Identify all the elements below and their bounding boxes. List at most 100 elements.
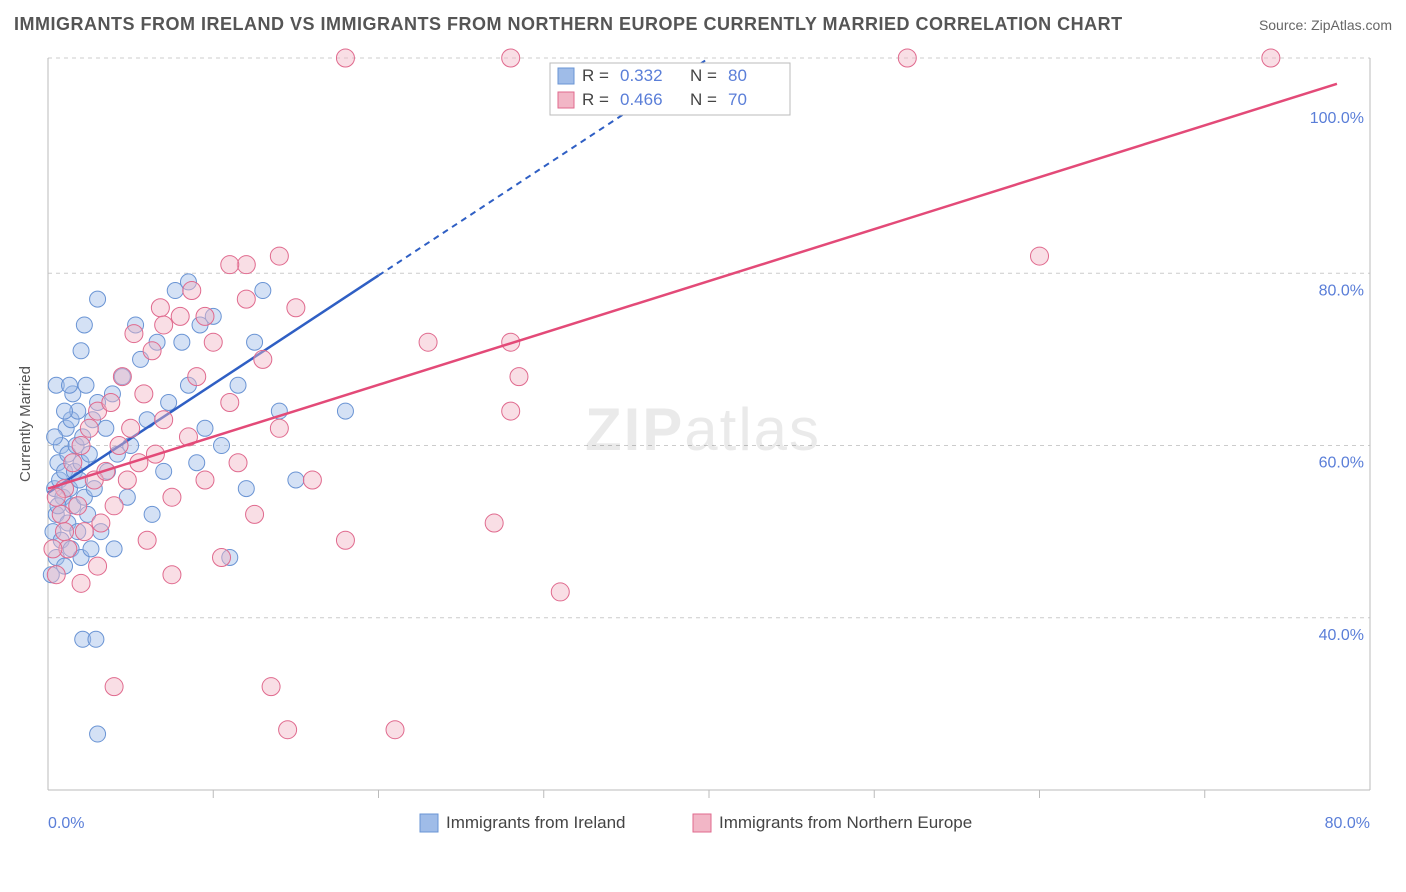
stats-n-label: N = xyxy=(690,90,717,109)
y-tick-label: 60.0% xyxy=(1319,455,1364,472)
data-point xyxy=(303,471,321,489)
data-point xyxy=(47,566,65,584)
data-point xyxy=(151,299,169,317)
data-point xyxy=(56,523,74,541)
data-point xyxy=(255,283,271,299)
data-point xyxy=(183,282,201,300)
x-tick-label: 80.0% xyxy=(1325,815,1370,832)
data-point xyxy=(246,505,264,523)
data-point xyxy=(485,514,503,532)
stats-r-label: R = xyxy=(582,90,609,109)
data-point xyxy=(90,291,106,307)
data-point xyxy=(163,488,181,506)
data-point xyxy=(237,256,255,274)
data-point xyxy=(171,307,189,325)
legend-label: Immigrants from Northern Europe xyxy=(719,813,972,832)
chart-title: IMMIGRANTS FROM IRELAND VS IMMIGRANTS FR… xyxy=(14,14,1123,34)
data-point xyxy=(75,523,93,541)
data-point xyxy=(105,678,123,696)
y-tick-label: 80.0% xyxy=(1319,282,1364,299)
y-axis-label: Currently Married xyxy=(17,366,34,482)
legend-swatch xyxy=(420,814,438,832)
data-point xyxy=(88,631,104,647)
data-point xyxy=(73,343,89,359)
data-point xyxy=(337,403,353,419)
stats-swatch xyxy=(558,92,574,108)
data-point xyxy=(336,531,354,549)
y-tick-label: 100.0% xyxy=(1310,110,1364,127)
data-point xyxy=(155,316,173,334)
stats-n-value: 80 xyxy=(728,66,747,85)
data-point xyxy=(270,419,288,437)
data-point xyxy=(230,377,246,393)
data-point xyxy=(419,333,437,351)
stats-n-label: N = xyxy=(690,66,717,85)
legend: Immigrants from IrelandImmigrants from N… xyxy=(420,813,972,832)
data-point xyxy=(135,385,153,403)
data-point xyxy=(83,541,99,557)
data-point xyxy=(44,540,62,558)
data-point xyxy=(72,574,90,592)
data-point xyxy=(502,49,520,67)
data-point xyxy=(64,454,82,472)
data-point xyxy=(89,557,107,575)
stats-r-label: R = xyxy=(582,66,609,85)
data-point xyxy=(92,514,110,532)
data-point xyxy=(80,419,98,437)
data-point xyxy=(143,342,161,360)
data-point xyxy=(254,350,272,368)
data-point xyxy=(336,49,354,67)
data-point xyxy=(163,566,181,584)
correlation-chart: IMMIGRANTS FROM IRELAND VS IMMIGRANTS FR… xyxy=(0,0,1406,892)
data-point xyxy=(204,333,222,351)
data-point xyxy=(122,419,140,437)
data-point xyxy=(61,377,77,393)
data-point xyxy=(110,437,128,455)
stats-r-value: 0.466 xyxy=(620,90,663,109)
data-point xyxy=(237,290,255,308)
data-point xyxy=(262,678,280,696)
data-point xyxy=(90,726,106,742)
data-point xyxy=(98,420,114,436)
data-point xyxy=(105,497,123,515)
data-point xyxy=(156,463,172,479)
data-point xyxy=(138,531,156,549)
data-point xyxy=(287,299,305,317)
data-point xyxy=(502,402,520,420)
legend-swatch xyxy=(693,814,711,832)
data-point xyxy=(270,247,288,265)
data-point xyxy=(69,497,87,515)
data-point xyxy=(174,334,190,350)
data-point xyxy=(247,334,263,350)
data-point xyxy=(106,541,122,557)
data-point xyxy=(78,377,94,393)
data-point xyxy=(125,325,143,343)
data-point xyxy=(197,420,213,436)
data-point xyxy=(510,368,528,386)
data-point xyxy=(52,505,70,523)
data-point xyxy=(76,317,92,333)
stats-n-value: 70 xyxy=(728,90,747,109)
data-point xyxy=(196,471,214,489)
data-point xyxy=(221,393,239,411)
data-point xyxy=(898,49,916,67)
data-point xyxy=(188,368,206,386)
data-point xyxy=(155,411,173,429)
data-point xyxy=(47,429,63,445)
data-point xyxy=(47,488,65,506)
data-point xyxy=(161,394,177,410)
data-point xyxy=(213,548,231,566)
data-point xyxy=(1262,49,1280,67)
data-point xyxy=(229,454,247,472)
source-label: Source: ZipAtlas.com xyxy=(1259,17,1392,33)
data-point xyxy=(144,506,160,522)
data-point xyxy=(118,471,136,489)
data-point xyxy=(279,721,297,739)
watermark: ZIPatlas xyxy=(585,396,821,463)
data-point xyxy=(72,437,90,455)
x-tick-label: 0.0% xyxy=(48,815,84,832)
data-point xyxy=(221,256,239,274)
data-point xyxy=(238,481,254,497)
data-point xyxy=(113,368,131,386)
stats-swatch xyxy=(558,68,574,84)
